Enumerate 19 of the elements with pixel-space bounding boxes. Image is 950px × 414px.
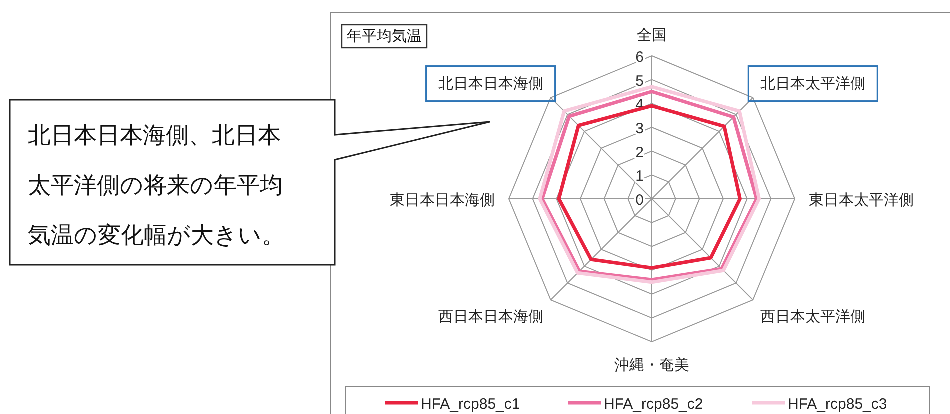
legend-label: HFA_rcp85_c1 — [421, 396, 520, 413]
spoke-label: 北日本太平洋側 — [760, 75, 866, 92]
chart-title: 年平均気温 — [347, 28, 422, 45]
text: 北日本日本海側、北日本太平洋側の将来の年平均気温の変化幅が大きい。 — [28, 123, 285, 248]
legend-label: HFA_rcp85_c2 — [604, 396, 704, 413]
y-tick-label: 6 — [636, 49, 644, 66]
legend-label: HFA_rcp85_c3 — [788, 396, 888, 413]
y-tick-label: 5 — [636, 72, 644, 90]
spoke-label: 東日本日本海側 — [390, 192, 495, 209]
spoke-label: 沖縄・奄美 — [614, 357, 690, 374]
y-tick-label: 3 — [636, 120, 644, 138]
spoke-label: 北日本日本海側 — [438, 75, 544, 92]
spoke-label: 東日本太平洋側 — [809, 192, 914, 209]
y-tick-label: 1 — [636, 168, 644, 186]
spoke-label: 西日本太平洋側 — [760, 308, 866, 326]
spoke-label: 西日本日本海側 — [438, 308, 544, 326]
y-tick-label: 2 — [636, 144, 644, 162]
y-tick-label: 0 — [636, 192, 644, 209]
spoke-label: 全国 — [637, 27, 667, 44]
